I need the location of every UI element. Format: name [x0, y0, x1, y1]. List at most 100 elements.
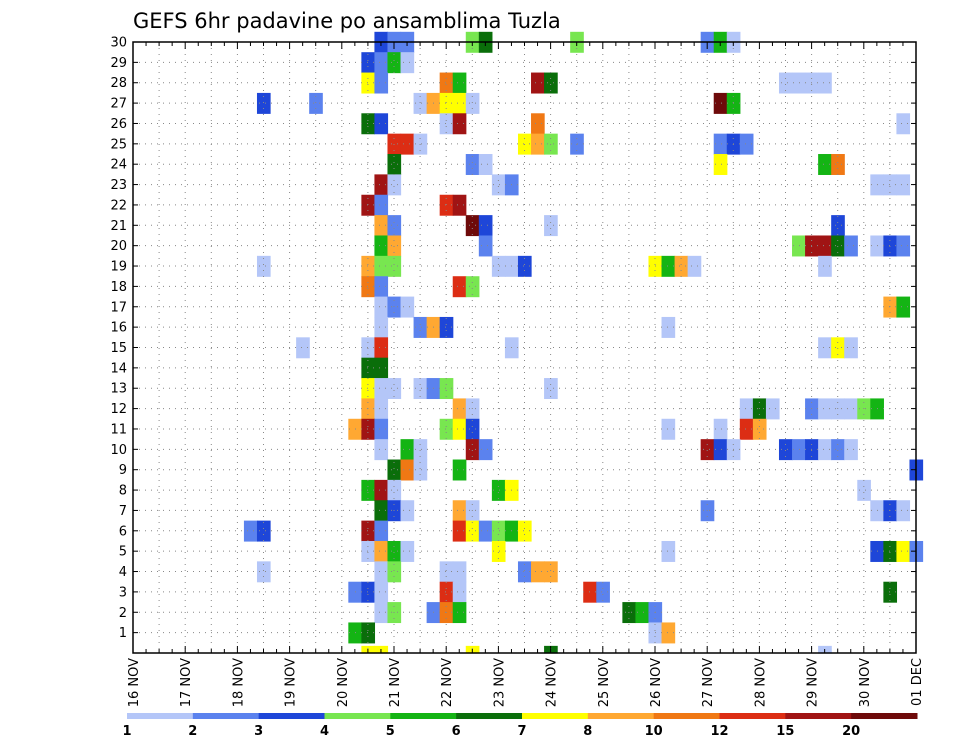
heatmap-cell	[387, 479, 402, 501]
heatmap-cell	[400, 52, 415, 74]
heatmap-cell	[413, 92, 428, 114]
heatmap-cell	[374, 52, 389, 74]
heatmap-cell	[713, 133, 728, 155]
colorbar-swatch	[653, 713, 720, 719]
heatmap-cell	[452, 276, 467, 298]
heatmap-cell	[374, 174, 389, 196]
y-tick-label: 25	[110, 137, 127, 152]
x-tick-label: 20 NOV	[336, 658, 351, 707]
x-tick-label: 27 NOV	[701, 658, 716, 707]
heatmap-cell	[387, 255, 402, 277]
heatmap-cell	[361, 52, 376, 74]
heatmap-cell	[374, 255, 389, 277]
y-tick-label: 15	[110, 341, 127, 356]
heatmap-cell	[361, 255, 376, 277]
heatmap-cell	[452, 602, 467, 624]
heatmap-cell	[413, 378, 428, 400]
heatmap-cell	[361, 113, 376, 135]
heatmap-cell	[452, 72, 467, 94]
heatmap-cell	[544, 378, 558, 400]
heatmap-cell	[400, 133, 415, 155]
heatmap-cell	[792, 439, 806, 461]
heatmap-cell	[256, 92, 271, 114]
colorbar-label: 10	[645, 724, 663, 739]
heatmap-cell	[387, 52, 402, 74]
heatmap-cell	[361, 378, 376, 400]
heatmap-cell	[478, 439, 493, 461]
y-tick-label: 5	[119, 545, 127, 560]
colorbar-swatch	[127, 713, 194, 719]
heatmap-cell	[544, 215, 558, 237]
heatmap-cell	[400, 296, 415, 318]
heatmap-cell	[465, 92, 480, 114]
heatmap-cell	[465, 276, 480, 298]
heatmap-cell	[844, 439, 858, 461]
heatmap-cell	[374, 235, 389, 257]
heatmap-cell	[700, 439, 715, 461]
heatmap-cell	[896, 113, 911, 135]
chart-title: GEFS 6hr padavine po ansamblima Tuzla	[133, 9, 561, 33]
heatmap-cell	[439, 316, 454, 338]
heatmap-cell	[400, 540, 415, 562]
heatmap-cell	[296, 337, 310, 359]
heatmap-cell	[452, 418, 467, 440]
heatmap-cell	[465, 520, 480, 542]
heatmap-cell	[778, 72, 793, 94]
heatmap-cell	[752, 418, 767, 440]
y-tick-label: 1	[119, 626, 127, 641]
heatmap-cell	[478, 520, 493, 542]
heatmap-cell	[896, 296, 911, 318]
colorbar-label: 5	[386, 724, 395, 739]
x-tick-label: 29 NOV	[806, 658, 821, 707]
heatmap-cell	[361, 622, 376, 644]
colorbar-swatch	[390, 713, 457, 719]
heatmap-cell	[361, 581, 376, 603]
heatmap-cell	[452, 500, 467, 522]
heatmap-cell	[661, 418, 676, 440]
heatmap-cell	[818, 337, 832, 359]
colorbar-legend: 1 2 3 4 5 6 7 8 10 12 15 20	[122, 713, 918, 739]
heatmap-cell	[517, 520, 532, 542]
x-tick-label: 25 NOV	[597, 658, 612, 707]
y-tick-label: 19	[110, 260, 127, 275]
heatmap-cell	[452, 113, 467, 135]
y-tick-label: 4	[119, 565, 127, 580]
heatmap-cell	[374, 378, 389, 400]
heatmap-cell	[452, 92, 467, 114]
heatmap-cell	[374, 316, 389, 338]
heatmap-cell	[465, 439, 480, 461]
heatmap-cell	[661, 540, 676, 562]
heatmap-cell	[583, 581, 597, 603]
y-tick-label: 18	[110, 280, 127, 295]
y-tick-label: 9	[119, 463, 127, 478]
heatmap-cell	[361, 357, 376, 379]
colorbar-label: 3	[254, 724, 263, 739]
heatmap-cell	[374, 72, 389, 94]
heatmap-cell	[439, 418, 454, 440]
heatmap-cell	[452, 520, 467, 542]
heatmap-cell	[374, 540, 389, 562]
heatmap-cell	[687, 255, 702, 277]
x-tick-label: 28 NOV	[753, 658, 768, 707]
colorbar-label: 2	[188, 724, 197, 739]
heatmap-cell	[387, 174, 402, 196]
heatmap-cell	[374, 561, 389, 583]
heatmap-cell	[374, 398, 389, 420]
heatmap-cells	[243, 31, 924, 654]
y-tick-label: 14	[110, 361, 127, 376]
heatmap-cell	[792, 72, 806, 94]
colorbar-label: 15	[776, 724, 794, 739]
heatmap-cell	[465, 418, 480, 440]
heatmap-cell	[883, 235, 898, 257]
y-axis: 1234567891011121314151617181920212223242…	[110, 36, 916, 641]
heatmap-cell	[374, 357, 389, 379]
heatmap-cell	[831, 439, 845, 461]
heatmap-cell	[439, 113, 454, 135]
heatmap-cell	[387, 459, 402, 481]
y-tick-label: 20	[110, 239, 127, 254]
heatmap-cell	[713, 439, 728, 461]
heatmap-cell	[374, 194, 389, 216]
heatmap-cell	[374, 113, 389, 135]
colorbar-label: 8	[583, 724, 592, 739]
heatmap-cell	[361, 540, 376, 562]
